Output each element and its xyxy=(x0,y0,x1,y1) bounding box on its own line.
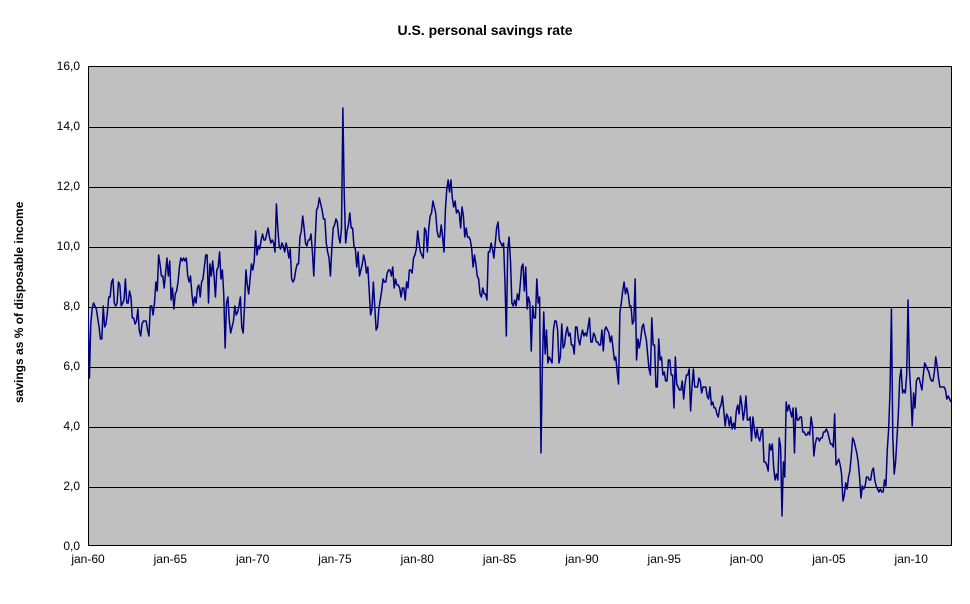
y-tick-label: 14,0 xyxy=(40,119,80,133)
y-tick-label: 0,0 xyxy=(40,539,80,553)
y-tick-label: 8,0 xyxy=(40,299,80,313)
y-tick-label: 2,0 xyxy=(40,479,80,493)
y-tick-label: 12,0 xyxy=(40,179,80,193)
x-tick-label: jan-95 xyxy=(648,552,681,566)
x-tick-label: jan-05 xyxy=(812,552,845,566)
x-tick-label: jan-75 xyxy=(318,552,351,566)
x-tick-label: jan-65 xyxy=(154,552,187,566)
x-tick-label: jan-60 xyxy=(71,552,104,566)
chart-container: U.S. personal savings rate savings as % … xyxy=(0,0,970,604)
x-tick-container: jan-60jan-65jan-70jan-75jan-80jan-85jan-… xyxy=(88,66,952,586)
x-tick-label: jan-85 xyxy=(483,552,516,566)
x-tick-label: jan-10 xyxy=(895,552,928,566)
x-tick-label: jan-70 xyxy=(236,552,269,566)
y-axis-label: savings as % of disposable income xyxy=(12,0,26,604)
y-tick-label: 10,0 xyxy=(40,239,80,253)
x-tick-label: jan-00 xyxy=(730,552,763,566)
y-tick-label: 6,0 xyxy=(40,359,80,373)
y-tick-container: 0,02,04,06,08,010,012,014,016,0 xyxy=(40,66,84,546)
x-tick-label: jan-80 xyxy=(401,552,434,566)
x-tick-label: jan-90 xyxy=(565,552,598,566)
y-tick-label: 4,0 xyxy=(40,419,80,433)
y-tick-label: 16,0 xyxy=(40,59,80,73)
chart-title: U.S. personal savings rate xyxy=(0,22,970,38)
